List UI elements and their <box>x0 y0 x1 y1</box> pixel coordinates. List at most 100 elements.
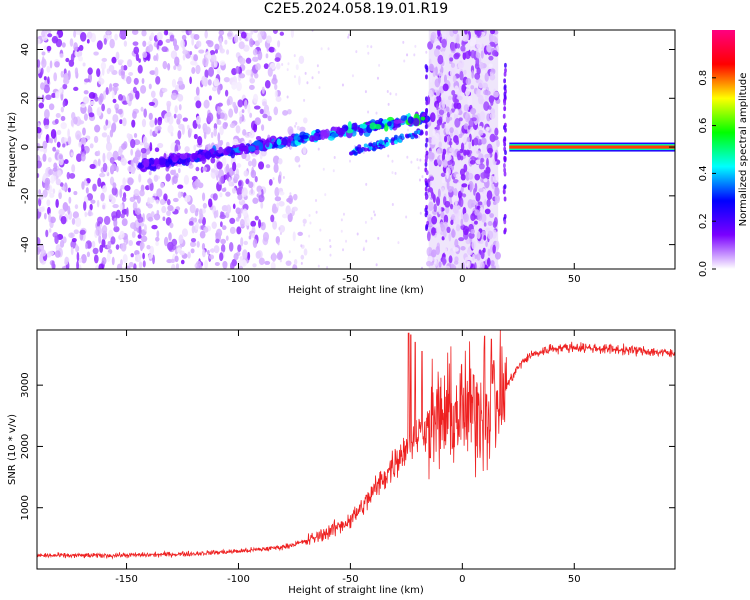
spectrogram-cell <box>181 30 186 33</box>
spectrogram-cell <box>219 48 225 54</box>
spectrogram-cell <box>57 170 62 177</box>
spectrogram-cell <box>273 163 279 174</box>
spectrogram-cell <box>37 38 41 45</box>
spectrogram-cell <box>149 119 155 128</box>
spectrogram-cell <box>83 78 91 83</box>
spectrogram-cell <box>252 93 259 104</box>
spectrogram-cell <box>204 126 211 135</box>
spectrogram-cell <box>191 37 195 46</box>
spectrogram-cell <box>76 153 83 163</box>
spectrogram-cell <box>101 132 108 138</box>
spectrogram-cell <box>115 209 121 219</box>
spectrogram-cell <box>446 155 452 161</box>
spectrogram-cell <box>37 133 42 139</box>
spectrogram-cell <box>177 184 184 189</box>
spectrogram-cell <box>274 90 278 98</box>
spectrogram-cell <box>450 41 456 52</box>
spectrogram-cell <box>202 249 206 258</box>
spectrogram-cell <box>304 71 307 75</box>
spectrogram-cell <box>127 177 134 186</box>
spectrogram-cell <box>182 45 186 51</box>
spectrogram-cell <box>287 212 293 223</box>
snr-x-tick-label: -150 <box>115 574 138 585</box>
spectrogram-cell <box>177 130 182 140</box>
spectrogram-cell <box>372 141 377 146</box>
spectrogram-cell <box>198 208 203 217</box>
spectrogram-cell <box>176 80 184 86</box>
spectrogram-cell <box>357 144 362 149</box>
spectrogram-cell <box>504 68 507 74</box>
spectrogram-cell <box>483 178 488 183</box>
spectrogram-cell <box>481 137 487 145</box>
spectrogram-cell <box>450 219 454 226</box>
spectrogram-cell <box>240 237 244 247</box>
spectrogram-cell <box>43 117 50 127</box>
spectrogram-cell <box>347 33 350 37</box>
spectrogram-cell <box>480 50 484 59</box>
spectrogram-cell <box>86 38 90 44</box>
spectrogram-cell <box>188 30 193 35</box>
spectrogram-cell <box>299 126 306 132</box>
spectrogram-cell <box>195 64 201 75</box>
spectrogram-cell <box>465 149 470 156</box>
spectrogram-cell <box>138 58 141 63</box>
colorbar-label: Normalized spectral amplitude <box>738 73 749 227</box>
spectrogram-cell <box>488 63 493 68</box>
snr-x-tick-label: 0 <box>459 574 465 585</box>
spectrogram-cell <box>453 188 458 197</box>
spectrogram-cell <box>131 30 139 35</box>
spectrogram-cell <box>37 142 41 150</box>
spectrogram-cell <box>362 151 365 155</box>
spectrogram-cell <box>469 182 473 193</box>
spectrogram-cell <box>455 37 460 44</box>
spectrogram-cell <box>60 215 67 225</box>
spectrogram-cell <box>101 257 107 265</box>
spectrogram-cell <box>220 243 226 253</box>
spectrogram-cell <box>288 250 291 254</box>
spectrogram-cell <box>489 213 494 218</box>
spectrogram-cell <box>243 99 248 110</box>
spectrogram-cell <box>210 248 215 254</box>
spectrogram-cell <box>474 72 481 80</box>
spectrogram-cell <box>289 192 292 196</box>
spectrogram-y-tick-label: 40 <box>20 43 31 56</box>
spectrogram-cell <box>278 224 286 233</box>
spectrogram-cell <box>153 213 161 221</box>
spectrogram-cell <box>209 148 215 155</box>
spectrogram-cell <box>106 134 111 144</box>
spectrogram-cell <box>44 177 51 186</box>
spectrogram-cell <box>405 215 408 219</box>
spectrogram-cell <box>448 141 453 146</box>
spectrogram-cell <box>276 251 283 261</box>
spectrogram-cell <box>434 256 437 265</box>
spectrogram-cell <box>207 143 211 151</box>
spectrogram-cell <box>243 44 250 52</box>
spectrogram-cell <box>333 155 336 159</box>
spectrogram-cell <box>155 236 160 242</box>
spectrogram-cell <box>453 53 460 60</box>
spectrogram-cell <box>132 41 139 46</box>
spectrogram-cell <box>41 58 47 68</box>
spectrogram-cell <box>282 110 289 116</box>
spectrogram-cell <box>391 171 394 175</box>
spectrogram-cell <box>102 162 108 173</box>
spectrogram-cell <box>293 258 298 266</box>
spectrogram-cell <box>476 265 481 269</box>
spectrogram-cell <box>120 157 127 166</box>
spectrogram-cell <box>130 138 136 149</box>
spectrogram-cell <box>149 245 155 256</box>
spectrogram-cell <box>55 178 61 186</box>
spectrogram-cell <box>207 40 214 48</box>
spectrogram-cell <box>285 205 291 215</box>
spectrogram-cell <box>93 51 99 56</box>
spectrogram-cell <box>102 152 106 163</box>
spectrogram-cell <box>74 204 79 210</box>
spectrogram-cell <box>328 238 331 242</box>
spectrogram-cell <box>446 30 450 37</box>
spectrogram-cell <box>438 205 442 215</box>
spectrogram-cell <box>260 201 264 209</box>
spectrogram-cell <box>442 159 448 168</box>
spectrogram-cell <box>229 217 236 224</box>
spectrogram-cell <box>287 126 294 135</box>
spectrogram-cell <box>441 50 445 58</box>
